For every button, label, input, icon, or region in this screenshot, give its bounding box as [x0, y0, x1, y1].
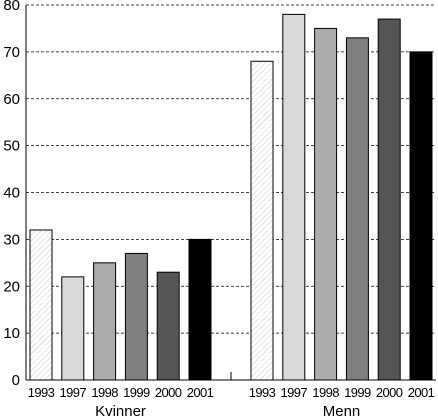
x-tick-label: 1998: [91, 385, 118, 400]
bar-kvinner-2001: [188, 238, 212, 381]
x-tick-label: 2000: [376, 385, 403, 400]
x-tick-label: 2001: [187, 385, 214, 400]
x-tick-label: 1998: [312, 385, 339, 400]
group-label-menn: Menn: [323, 403, 361, 420]
bar-kvinner-2000: [156, 271, 180, 381]
x-tick-label: 1997: [281, 385, 308, 400]
y-tick-label: 60: [3, 91, 20, 108]
bar-kvinner-1999: [124, 252, 148, 381]
bar-menn-1993: [250, 60, 274, 381]
bar-kvinner-1993: [29, 229, 53, 381]
x-tick-label: 1997: [60, 385, 87, 400]
bars: [29, 13, 433, 381]
bar-menn-1997: [282, 13, 306, 381]
bar-menn-2001: [409, 51, 433, 381]
x-tick-label: 1993: [249, 385, 276, 400]
grid-lines: [26, 4, 436, 334]
bar-menn-1999: [345, 37, 369, 381]
y-tick-label: 80: [3, 0, 20, 14]
group-label-kvinner: Kvinner: [95, 403, 146, 420]
x-tick-label: 1999: [344, 385, 371, 400]
y-tick-label: 40: [3, 185, 20, 202]
y-tick-label: 70: [3, 44, 20, 61]
x-tick-label: 1999: [123, 385, 150, 400]
x-tick-label: 1993: [28, 385, 55, 400]
y-tick-label: 30: [3, 231, 20, 248]
x-tick-label: 2000: [155, 385, 182, 400]
y-tick-label: 50: [3, 138, 20, 155]
bar-menn-1998: [314, 27, 338, 381]
labels: 0 10 20 30 40 50 60 70 80 1993 1997 1998 1999 2000 200…: [3, 0, 435, 420]
y-tick-label: 20: [3, 278, 20, 295]
y-tick-label: 10: [3, 325, 20, 342]
x-tick-label: 2001: [408, 385, 435, 400]
bar-kvinner-1998: [93, 262, 117, 381]
y-tick-label: 0: [12, 372, 20, 389]
bar-menn-2000: [377, 18, 401, 381]
bar-kvinner-1997: [61, 276, 85, 381]
